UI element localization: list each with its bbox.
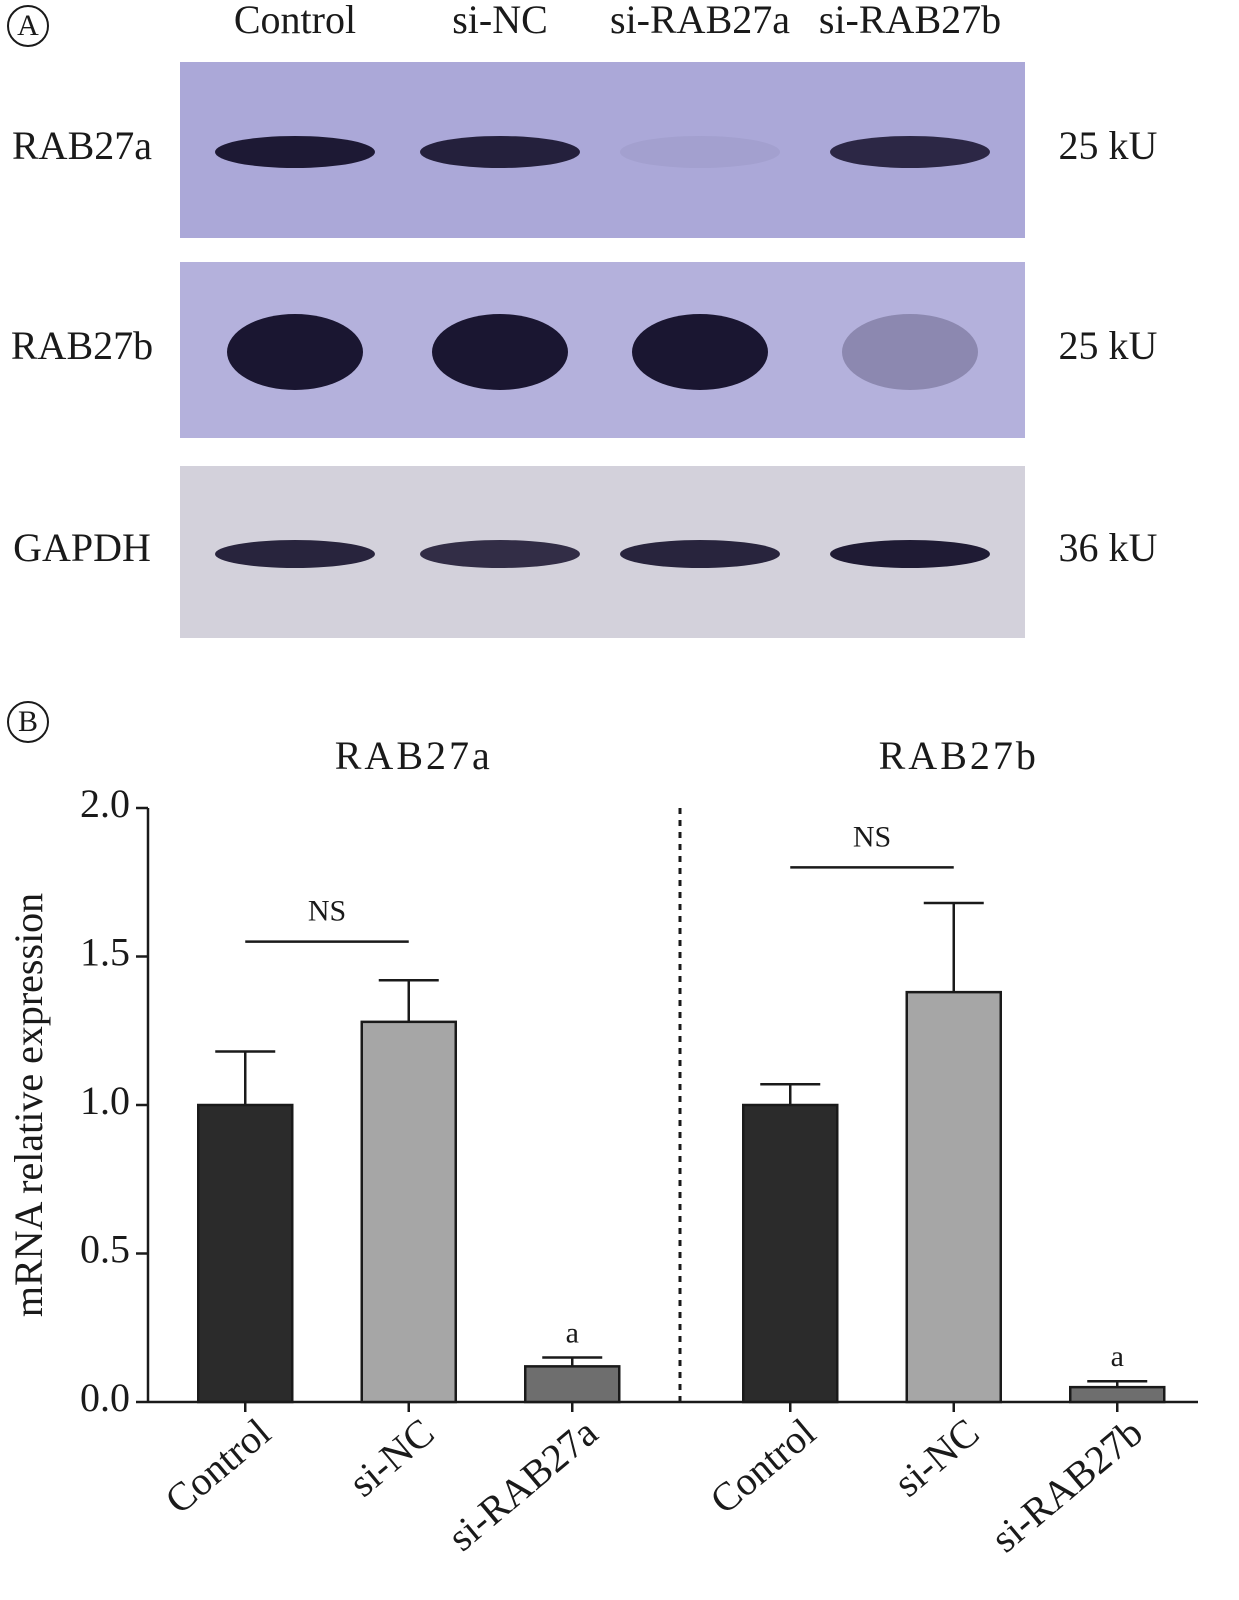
panel-label: B: [18, 705, 38, 738]
protein-label: RAB27a: [12, 123, 152, 168]
bracket-label: NS: [308, 895, 346, 928]
chart-title: RAB27a: [335, 733, 493, 778]
bar: [1069, 1385, 1166, 1404]
x-tick-label: si-NC: [340, 1409, 442, 1505]
band: [215, 540, 375, 568]
band: [420, 540, 580, 568]
bar: [524, 1365, 621, 1404]
x-tick-label: si-RAB27b: [982, 1409, 1151, 1561]
chart-title: RAB27b: [879, 733, 1039, 778]
band: [830, 136, 990, 168]
band: [620, 540, 780, 568]
significance-label: a: [566, 1316, 579, 1349]
band: [227, 314, 363, 390]
panel-label: A: [17, 9, 39, 42]
band: [842, 314, 978, 390]
lane-label: Control: [234, 0, 356, 42]
panel-badge: [7, 701, 49, 743]
panel-badge: [7, 5, 49, 47]
size-label: 36 kU: [1059, 525, 1158, 570]
band: [632, 314, 768, 390]
size-label: 25 kU: [1059, 123, 1158, 168]
x-tick-label: Control: [701, 1409, 824, 1522]
y-tick-label: 2.0: [80, 781, 130, 826]
significance-label: a: [1111, 1340, 1124, 1373]
band: [432, 314, 568, 390]
y-axis-label: mRNA relative expression: [6, 893, 51, 1317]
band: [215, 136, 375, 168]
lane-label: si-NC: [452, 0, 548, 42]
bar: [360, 1020, 457, 1404]
bar: [905, 990, 1002, 1404]
size-label: 25 kU: [1059, 323, 1158, 368]
bracket-label: NS: [853, 820, 891, 853]
lane-label: si-RAB27b: [819, 0, 1001, 42]
band: [620, 136, 780, 168]
y-tick-label: 0.5: [80, 1227, 130, 1272]
x-tick-label: Control: [156, 1409, 279, 1522]
x-tick-label: si-NC: [885, 1409, 987, 1505]
y-tick-label: 0.0: [80, 1375, 130, 1420]
y-tick-label: 1.0: [80, 1078, 130, 1123]
band: [830, 540, 990, 568]
x-tick-label: si-RAB27a: [439, 1409, 606, 1559]
protein-label: GAPDH: [13, 525, 151, 570]
lane-label: si-RAB27a: [610, 0, 790, 42]
bar: [742, 1103, 839, 1404]
bar: [197, 1103, 294, 1404]
protein-label: RAB27b: [11, 323, 153, 368]
y-tick-label: 1.5: [80, 930, 130, 975]
band: [420, 136, 580, 168]
